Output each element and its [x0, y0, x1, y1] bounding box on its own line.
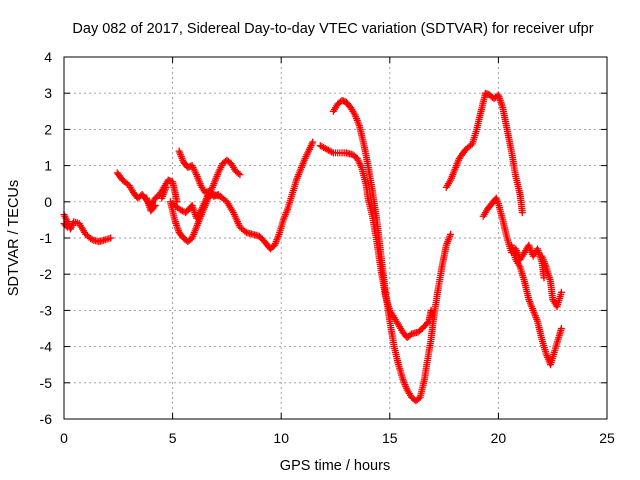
- grid-lines: [64, 57, 607, 419]
- x-tick-label: 25: [599, 430, 615, 446]
- x-tick-label: 15: [382, 430, 398, 446]
- axis-ticks: 0 5 10 15 20 25 -6 -5 -4 -3 -2 -1 0 1 2 3 4: [40, 49, 615, 446]
- data-point: [107, 234, 115, 242]
- x-tick-label: 10: [273, 430, 289, 446]
- y-tick-label: -3: [40, 302, 53, 318]
- y-tick-label: 4: [44, 49, 52, 65]
- data-point: [63, 223, 71, 231]
- y-tick-label: -1: [40, 230, 53, 246]
- x-tick-label: 0: [60, 430, 68, 446]
- x-tick-label: 5: [169, 430, 177, 446]
- data-point: [151, 201, 159, 209]
- series-arc-5: [169, 138, 317, 253]
- y-tick-label: 3: [44, 85, 52, 101]
- y-tick-label: 1: [44, 158, 52, 174]
- series-arc-7: [329, 96, 455, 405]
- data-point: [518, 209, 526, 217]
- series-arc-2c: [158, 183, 170, 202]
- y-tick-label: -6: [40, 411, 53, 427]
- y-tick-label: -4: [40, 339, 53, 355]
- y-tick-label: -2: [40, 266, 53, 282]
- data-point: [150, 203, 158, 211]
- data-point: [328, 148, 336, 156]
- y-tick-label: 2: [44, 121, 52, 137]
- series-arc-11: [538, 252, 565, 311]
- data-point: [234, 169, 242, 177]
- y-tick-label: 0: [44, 194, 52, 210]
- series-arc-9: [479, 194, 548, 282]
- data-point: [162, 183, 170, 191]
- x-tick-label: 20: [491, 430, 507, 446]
- data-point: [557, 325, 565, 332]
- series-arc-2b: [143, 194, 159, 215]
- data-point: [309, 138, 317, 146]
- series-arc-10: [507, 241, 565, 369]
- series-arc-8: [442, 89, 526, 217]
- y-axis-label: SDTVAR / TECUs: [6, 180, 22, 296]
- y-tick-label: -5: [40, 375, 53, 391]
- data-point: [236, 171, 244, 179]
- chart-title: Day 082 of 2017, Sidereal Day-to-day VTE…: [72, 21, 593, 37]
- data-point: [447, 230, 455, 238]
- series-layer: [60, 89, 565, 405]
- data-point: [406, 331, 414, 339]
- x-axis-label: GPS time / hours: [280, 458, 390, 474]
- data-point: [557, 288, 565, 296]
